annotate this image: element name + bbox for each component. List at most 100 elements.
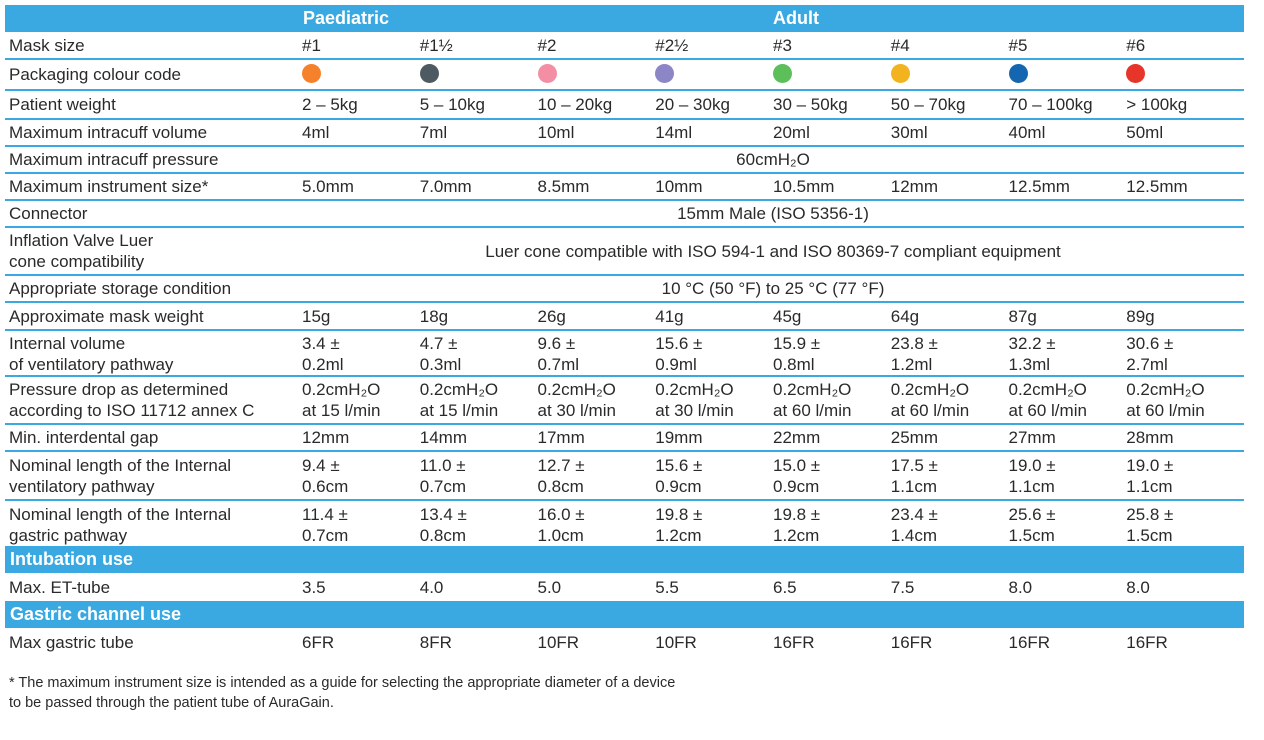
label-line: Nominal length of the Internal: [9, 456, 232, 475]
row-label: Maximum intracuff volume: [9, 123, 208, 142]
spanned-value: 15mm Male (ISO 5356-1): [677, 204, 869, 223]
value-cell: 0.2cmH₂O at 60 l/min: [1008, 380, 1087, 420]
pressure-drop-row: Pressure drop as determined according to…: [5, 377, 1244, 425]
value-cell: 32.2 ±1.3ml: [1008, 334, 1056, 374]
value-cell: 8FR: [419, 633, 452, 652]
spanned-value: 60cmH₂O: [736, 150, 810, 169]
value-cell: 10FR: [537, 633, 580, 652]
value-cell: 16FR: [773, 633, 815, 652]
size-cell: #2: [537, 35, 557, 55]
value-cell: 17mm: [537, 428, 585, 447]
value-cell: 12mm: [302, 428, 350, 447]
row-label: Nominal length of the Internal ventilato…: [5, 455, 302, 497]
label-line: Pressure drop as determined: [9, 380, 229, 399]
value-cell: 14mm: [419, 428, 467, 447]
value-cell: 3.4 ±0.2ml: [302, 334, 344, 374]
spanned-value: Luer cone compatible with ISO 594-1 and …: [485, 241, 1061, 261]
value-cell: 45g: [773, 306, 802, 326]
value-cell: 11.4 ±0.7cm: [302, 505, 349, 545]
value-cell: 15.9 ±0.8ml: [773, 334, 821, 374]
value-cell: 9.4 ±0.6cm: [302, 456, 349, 496]
value-cell: 15.0 ±0.9cm: [773, 456, 821, 496]
value-cell: 19.8 ±1.2cm: [773, 505, 821, 545]
value-cell: 19.0 ±1.1cm: [1126, 456, 1174, 496]
value-cell: 0.2cmH₂O at 15 l/min: [302, 380, 381, 420]
label-line: Internal volume: [9, 334, 126, 353]
colour-dot: [890, 64, 910, 83]
paediatric-header: Paediatric: [303, 8, 390, 28]
internal-volume-row: Internal volume of ventilatory pathway 3…: [5, 331, 1244, 377]
value-cell: 8.0: [1126, 577, 1150, 597]
label-line: cone compatibility: [9, 252, 145, 271]
value-cell: 16.0 ±1.0cm: [537, 505, 585, 545]
value-cell: 25.8 ±1.5cm: [1126, 505, 1174, 545]
colour-dot: [773, 64, 792, 83]
interdental-gap-row: Min. interdental gap 12mm 14mm 17mm 19mm…: [5, 425, 1244, 452]
instrument-size-row: Maximum instrument size* 5.0mm 7.0mm 8.5…: [5, 174, 1244, 201]
patient-weight-row: Patient weight 2 – 5kg 5 – 10kg 10 – 20k…: [5, 91, 1244, 120]
value-cell: 19mm: [655, 428, 703, 447]
value-cell: 10ml: [537, 123, 575, 142]
row-label: Patient weight: [9, 95, 116, 114]
value-cell: 50ml: [1126, 123, 1164, 142]
value-cell: 26g: [537, 306, 566, 326]
value-cell: 25.6 ±1.5cm: [1008, 505, 1056, 545]
value-cell: 27mm: [1008, 428, 1056, 447]
value-cell: 87g: [1008, 306, 1037, 326]
value-cell: 13.4 ±0.8cm: [419, 505, 467, 545]
value-cell: 4ml: [302, 123, 330, 142]
value-cell: 10mm: [655, 177, 703, 196]
value-cell: 12mm: [890, 177, 938, 196]
group-header-bar: Paediatric Adult: [5, 5, 1244, 32]
value-cell: 70 – 100kg: [1008, 95, 1093, 114]
value-cell: 18g: [419, 306, 449, 326]
value-cell: 10 – 20kg: [537, 95, 613, 114]
label-line: Nominal length of the Internal: [9, 505, 232, 524]
value-cell: 15.6 ±0.9ml: [655, 334, 703, 374]
value-cell: 0.2cmH₂O at 60 l/min: [1126, 380, 1205, 420]
value-cell: 5.0: [537, 577, 562, 597]
spanned-value: 10 °C (50 °F) to 25 °C (77 °F): [661, 279, 885, 298]
size-cell: #1: [302, 35, 321, 55]
footnote-line: to be passed through the patient tube of…: [9, 695, 334, 711]
value-cell: 5.0mm: [302, 177, 354, 196]
row-label: Max. ET-tube: [9, 577, 111, 597]
value-cell: 6FR: [302, 633, 335, 652]
value-cell: 0.2cmH₂O at 15 l/min: [419, 380, 499, 420]
value-cell: 2 – 5kg: [302, 95, 358, 114]
value-cell: 16FR: [890, 633, 933, 652]
row-label: Internal volume of ventilatory pathway: [5, 333, 302, 375]
row-label: Approximate mask weight: [9, 306, 204, 326]
row-label: Maximum instrument size*: [9, 177, 209, 196]
value-cell: 0.2cmH₂O at 30 l/min: [655, 380, 734, 420]
row-label: Mask size: [9, 35, 85, 55]
value-cell: 7.5: [890, 577, 915, 597]
footnote-line: * The maximum instrument size is intende…: [9, 675, 676, 691]
value-cell: 12.5mm: [1126, 177, 1188, 196]
label-line: according to ISO 11712 annex C: [9, 401, 255, 420]
value-cell: 10.5mm: [773, 177, 835, 196]
value-cell: 7ml: [419, 123, 448, 142]
value-cell: 23.8 ±1.2ml: [890, 334, 938, 374]
gastric-length-row: Nominal length of the Internal gastric p…: [5, 501, 1244, 546]
value-cell: 0.2cmH₂O at 60 l/min: [890, 380, 970, 420]
value-cell: 50 – 70kg: [890, 95, 966, 114]
size-cell: #6: [1126, 35, 1146, 55]
label-line: gastric pathway: [9, 526, 128, 545]
value-cell: 14ml: [655, 123, 693, 142]
value-cell: 89g: [1126, 306, 1155, 326]
value-cell: 20ml: [773, 123, 810, 142]
row-label: Nominal length of the Internal gastric p…: [5, 504, 302, 546]
spec-table: Paediatric Adult Mask size #1 #1½ #2 #2½…: [5, 5, 1244, 657]
value-cell: 8.0: [1008, 577, 1033, 597]
value-cell: 9.6 ±0.7ml: [537, 334, 580, 374]
row-label: Pressure drop as determined according to…: [5, 379, 302, 421]
value-cell: 11.0 ±0.7cm: [419, 456, 467, 496]
mask-size-row: Mask size #1 #1½ #2 #2½ #3 #4 #5 #6: [5, 32, 1244, 60]
value-cell: 12.7 ±0.8cm: [537, 456, 585, 496]
value-cell: 4.7 ±0.3ml: [419, 334, 462, 374]
value-cell: 30.6 ±2.7ml: [1126, 334, 1174, 374]
value-cell: 17.5 ±1.1cm: [890, 456, 938, 496]
label-line: of ventilatory pathway: [9, 355, 174, 374]
colour-code-row: Packaging colour code: [5, 60, 1244, 91]
